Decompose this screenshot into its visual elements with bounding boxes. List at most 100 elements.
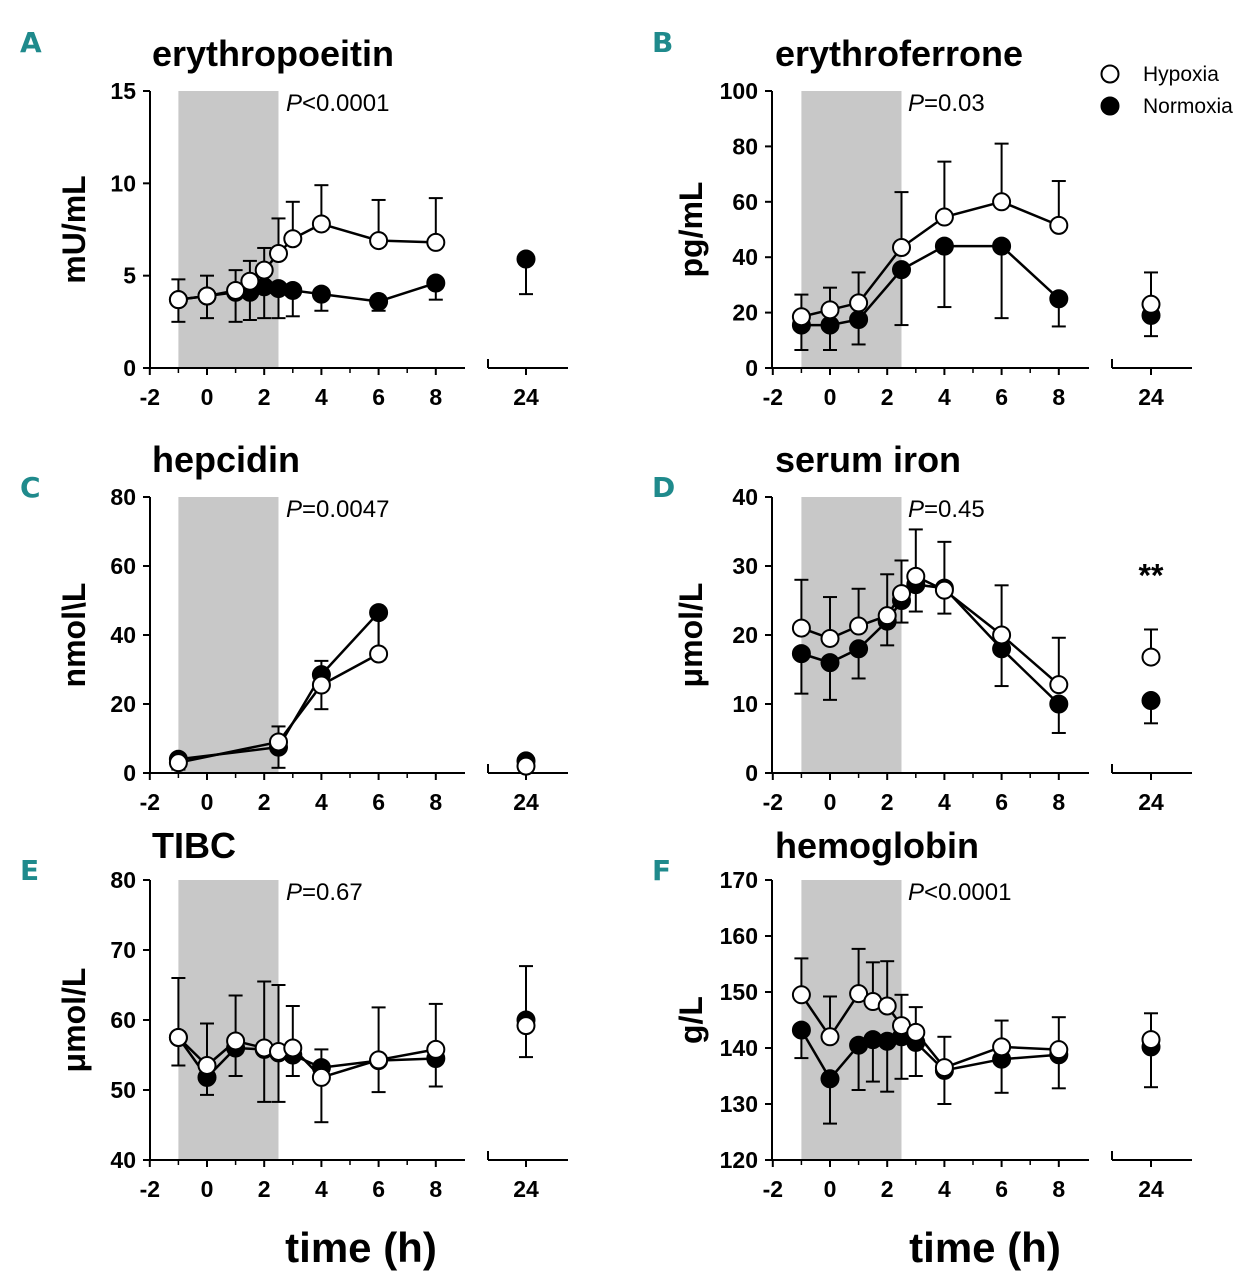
- y-axis-label: pg/mL: [673, 182, 709, 278]
- panel-title: erythropoeitin: [152, 33, 394, 74]
- panel-title: erythroferrone: [775, 33, 1023, 74]
- y-axis-label: μmol/L: [673, 583, 709, 688]
- panel-letter: D: [652, 471, 675, 504]
- x-tick-label: 6: [372, 1176, 385, 1202]
- legend-normoxia-marker: [1100, 96, 1120, 116]
- y-tick-label: 60: [110, 1007, 136, 1033]
- x-tick-label: 24: [1138, 384, 1164, 410]
- hypoxia-point: [369, 231, 389, 251]
- hypoxia-point: [254, 260, 274, 280]
- hypoxia-point: [849, 616, 869, 636]
- hypoxia-point: [791, 985, 811, 1005]
- x-tick-label: 24: [513, 789, 539, 815]
- normoxia-point: [892, 260, 911, 280]
- x-tick-label: -2: [140, 384, 160, 410]
- x-tick-label: 0: [824, 789, 837, 815]
- y-tick-label: 160: [720, 923, 758, 949]
- x-tick-label: 0: [824, 1176, 837, 1202]
- x-tick-label: 0: [201, 789, 214, 815]
- hypoxia-point: [226, 1031, 246, 1051]
- hypoxia-point: [1141, 647, 1161, 667]
- hypoxia-shading: [178, 91, 279, 368]
- normoxia-point: [849, 639, 869, 659]
- p-rest: <0.0001: [302, 90, 389, 117]
- hypoxia-point: [892, 584, 911, 604]
- hypoxia-point: [820, 628, 840, 648]
- panel-title: hepcidin: [152, 439, 300, 480]
- y-tick-label: 80: [732, 133, 758, 159]
- y-tick-label: 80: [110, 867, 136, 893]
- p-rest: =0.67: [302, 879, 363, 906]
- hypoxia-point: [791, 618, 811, 638]
- y-tick-label: 170: [720, 867, 758, 893]
- series-line: [178, 222, 436, 301]
- hypoxia-point: [1141, 1030, 1161, 1050]
- hypoxia-point: [311, 675, 331, 695]
- hypoxia-point: [283, 1038, 303, 1058]
- y-axis-label: mU/mL: [56, 175, 92, 283]
- hypoxia-point: [168, 753, 188, 773]
- x-tick-label: 2: [258, 789, 271, 815]
- x-tick-label: 8: [1052, 1176, 1065, 1202]
- x-axis-title-left: time (h): [285, 1224, 437, 1271]
- normoxia-point: [849, 310, 869, 330]
- normoxia-point: [426, 273, 446, 293]
- p-symbol: P: [908, 879, 924, 906]
- panel-letter: C: [20, 471, 41, 504]
- hypoxia-point: [992, 625, 1012, 645]
- hypoxia-point: [426, 1039, 446, 1059]
- x-tick-label: 24: [1138, 1176, 1164, 1202]
- legend-hypoxia-label: Hypoxia: [1143, 63, 1219, 86]
- x-tick-label: 2: [881, 1176, 894, 1202]
- y-tick-label: 15: [110, 78, 136, 104]
- y-tick-label: 10: [732, 691, 758, 717]
- p-symbol: P: [908, 90, 924, 117]
- panel-letter: B: [652, 26, 673, 59]
- hypoxia-point: [168, 1028, 188, 1047]
- hypoxia-point: [369, 1050, 389, 1070]
- hypoxia-point: [1141, 294, 1161, 314]
- hypoxia-point: [269, 732, 288, 752]
- hypoxia-shading: [801, 91, 902, 368]
- y-tick-label: 60: [110, 553, 136, 579]
- y-tick-label: 10: [110, 170, 136, 196]
- y-tick-label: 0: [745, 355, 758, 381]
- x-tick-label: 6: [372, 384, 385, 410]
- y-tick-label: 40: [732, 484, 758, 510]
- hypoxia-point: [369, 644, 389, 664]
- x-tick-label: 4: [938, 384, 951, 410]
- hypoxia-point: [516, 1016, 536, 1036]
- p-rest: =0.0047: [302, 496, 389, 523]
- normoxia-point: [1049, 289, 1069, 309]
- x-tick-label: 2: [881, 384, 894, 410]
- y-tick-label: 0: [745, 760, 758, 786]
- hypoxia-point: [311, 1067, 331, 1087]
- normoxia-point: [820, 1069, 840, 1089]
- normoxia-point: [369, 292, 389, 312]
- hypoxia-point: [240, 271, 260, 291]
- x-tick-label: -2: [763, 789, 783, 815]
- x-tick-label: 8: [429, 1176, 442, 1202]
- normoxia-point: [820, 653, 840, 673]
- x-axis-title-right: time (h): [909, 1224, 1061, 1271]
- p-symbol: P: [286, 90, 302, 117]
- normoxia-point: [283, 280, 303, 300]
- hypoxia-point: [820, 300, 840, 320]
- y-tick-label: 80: [110, 484, 136, 510]
- p-rest: =0.45: [924, 496, 985, 523]
- p-symbol: P: [286, 879, 302, 906]
- hypoxia-point: [226, 280, 246, 300]
- p-value: P=0.03: [908, 90, 985, 117]
- p-symbol: P: [286, 496, 302, 523]
- hypoxia-point: [892, 238, 911, 258]
- hypoxia-point: [283, 229, 303, 249]
- normoxia-point: [1049, 694, 1069, 714]
- hypoxia-point: [791, 307, 811, 327]
- panel-title: hemoglobin: [775, 825, 979, 866]
- hypoxia-point: [1049, 675, 1069, 695]
- x-tick-label: 8: [1052, 384, 1065, 410]
- y-tick-label: 60: [732, 189, 758, 215]
- x-tick-label: 8: [429, 789, 442, 815]
